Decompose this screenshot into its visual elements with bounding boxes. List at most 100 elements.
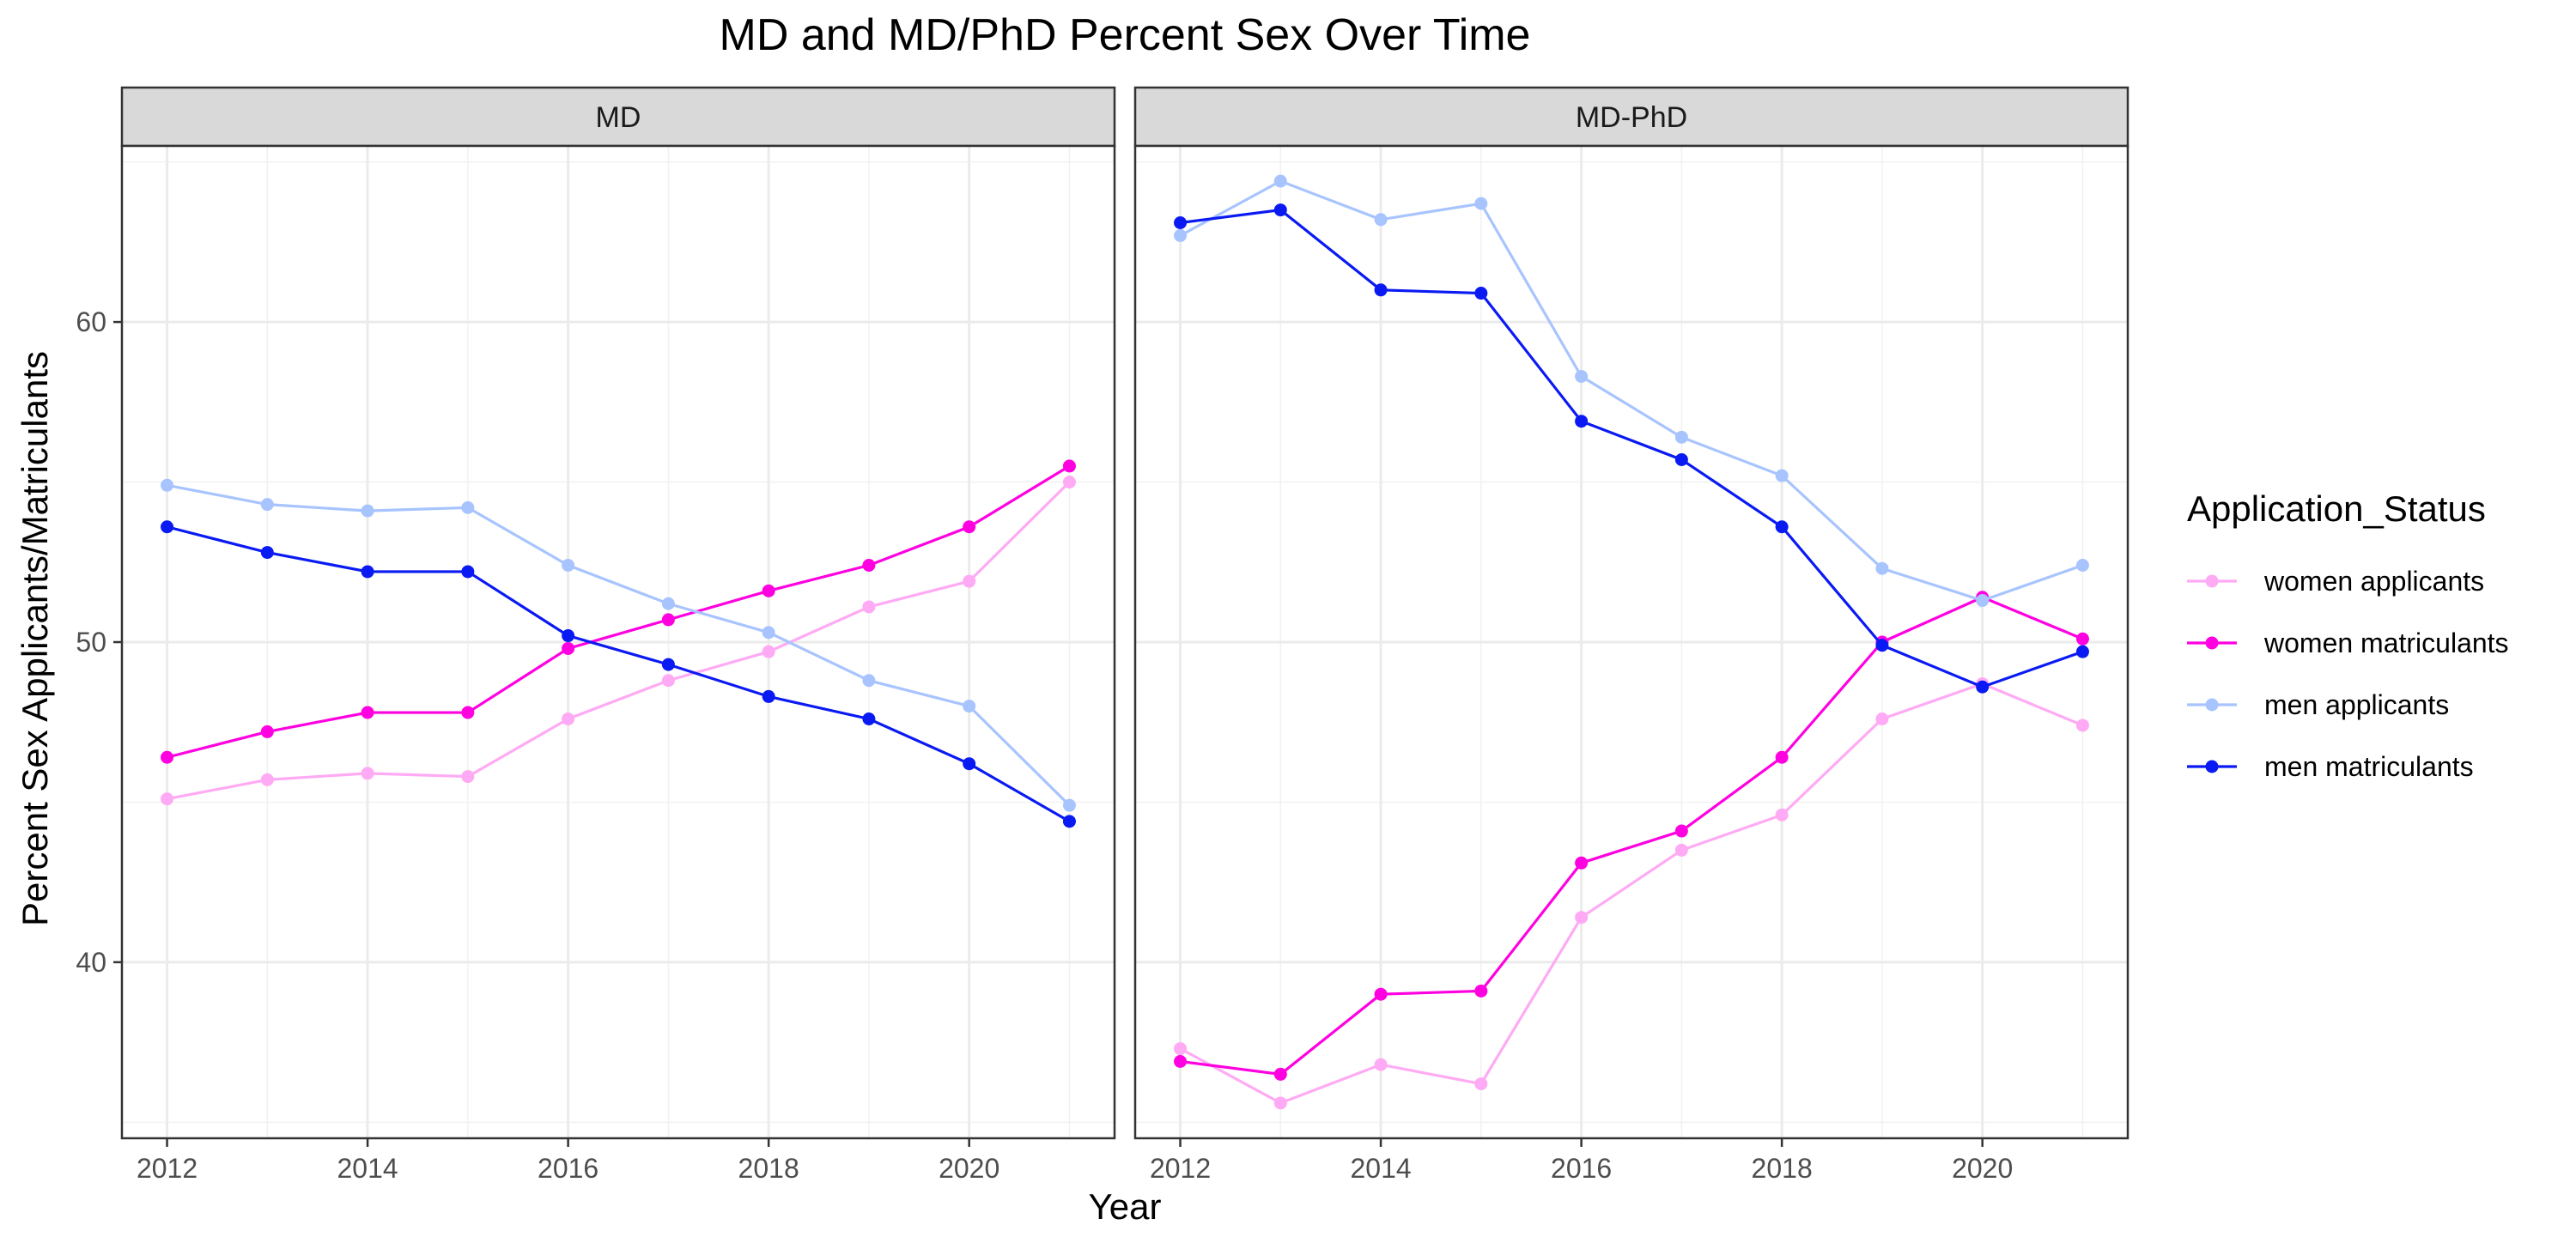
x-tick-label: 2014	[337, 1153, 398, 1184]
y-axis-title: Percent Sex Applicants/Matriculants	[15, 351, 55, 926]
data-point	[260, 725, 274, 738]
facet-strip-label: MD	[596, 101, 641, 134]
data-point	[1775, 750, 1789, 764]
data-point	[862, 712, 876, 725]
legend-label: men applicants	[2264, 689, 2449, 720]
x-tick-label: 2016	[538, 1153, 598, 1184]
data-point	[862, 600, 876, 614]
series-line	[167, 525, 1071, 823]
series-line	[1179, 179, 2083, 603]
data-point	[1775, 469, 1789, 482]
data-point	[1875, 712, 1889, 725]
data-point	[461, 770, 475, 784]
data-point	[661, 613, 675, 627]
legend-key-point	[2205, 760, 2219, 773]
data-point	[260, 546, 274, 560]
chart-title: MD and MD/PhD Percent Sex Over Time	[720, 10, 1531, 60]
data-point	[2075, 645, 2089, 658]
data-point	[762, 645, 775, 658]
y-tick-label: 40	[76, 947, 106, 978]
data-point	[963, 520, 976, 534]
series-women-matriculants	[161, 459, 1076, 764]
data-point	[963, 700, 976, 713]
x-tick-label: 2012	[137, 1153, 197, 1184]
data-point	[260, 498, 274, 512]
data-point	[1062, 459, 1076, 473]
data-point	[562, 559, 575, 573]
data-point	[1374, 1058, 1388, 1071]
data-point	[762, 626, 775, 640]
x-tick-label: 2020	[939, 1153, 999, 1184]
data-point	[562, 641, 575, 655]
data-point	[161, 792, 174, 806]
data-point	[1976, 680, 1990, 694]
data-point	[1273, 1067, 1287, 1081]
data-point	[1273, 174, 1287, 188]
legend-entry-women-matriculants: women matriculants	[2187, 628, 2509, 658]
series-line	[1180, 208, 2083, 688]
legend-label: women applicants	[2263, 566, 2484, 597]
data-point	[1674, 843, 1688, 857]
data-point	[963, 574, 976, 588]
data-point	[361, 767, 374, 780]
data-point	[1062, 476, 1076, 489]
data-point	[1474, 197, 1488, 210]
data-point	[1474, 984, 1488, 997]
legend-label: men matriculants	[2264, 751, 2474, 782]
data-point	[1062, 798, 1076, 812]
series-men-matriculants	[161, 520, 1076, 828]
data-point	[1174, 1042, 1188, 1056]
data-point	[661, 597, 675, 610]
data-point	[562, 712, 575, 725]
x-tick-label: 2018	[738, 1153, 799, 1184]
data-point	[963, 757, 976, 771]
data-point	[1174, 1055, 1188, 1069]
x-tick-label: 2012	[1150, 1153, 1211, 1184]
series-line	[1179, 682, 2084, 1105]
data-point	[1273, 203, 1287, 217]
data-point	[1575, 856, 1589, 870]
data-point	[1875, 639, 1889, 652]
data-point	[361, 565, 374, 579]
x-tick-label: 2014	[1350, 1153, 1411, 1184]
data-point	[1374, 283, 1388, 297]
legend-label: women matriculants	[2263, 628, 2509, 658]
legend-key-point	[2205, 698, 2219, 712]
legend-entry-women-applicants: women applicants	[2187, 566, 2484, 597]
data-point	[1273, 1096, 1287, 1110]
data-point	[161, 520, 174, 534]
legend-key-point	[2205, 574, 2219, 588]
data-point	[1575, 415, 1589, 428]
data-point	[1174, 228, 1188, 242]
legend-key-point	[2205, 636, 2219, 650]
data-point	[862, 559, 876, 573]
data-point	[260, 773, 274, 786]
x-axis-title: Year	[1089, 1186, 1162, 1227]
y-tick-label: 50	[76, 627, 106, 658]
data-point	[562, 629, 575, 643]
panel-md-phd: MD-PhD 2012 2014 2016 2018 2020	[1133, 86, 2129, 1184]
data-point	[862, 674, 876, 688]
data-point	[161, 478, 174, 492]
series-line	[167, 481, 1071, 801]
data-point	[2075, 632, 2089, 646]
data-point	[762, 689, 775, 703]
legend-entry-men-applicants: men applicants	[2187, 689, 2449, 720]
data-point	[762, 584, 775, 597]
series-line	[167, 483, 1071, 807]
y-tick-label: 60	[76, 306, 106, 337]
data-point	[1674, 430, 1688, 444]
x-tick-label: 2018	[1752, 1153, 1813, 1184]
data-point	[661, 674, 675, 688]
data-point	[661, 658, 675, 671]
data-point	[1374, 213, 1388, 227]
data-point	[1474, 1077, 1488, 1091]
panel-md: MD 2012 2014 2016 2018 2020 40 50 60	[76, 86, 1116, 1184]
data-point	[1575, 911, 1589, 925]
series-line	[167, 464, 1071, 759]
data-point	[1575, 369, 1589, 383]
series-line	[1180, 596, 2084, 1076]
data-point	[461, 565, 475, 579]
data-point	[2075, 559, 2089, 573]
